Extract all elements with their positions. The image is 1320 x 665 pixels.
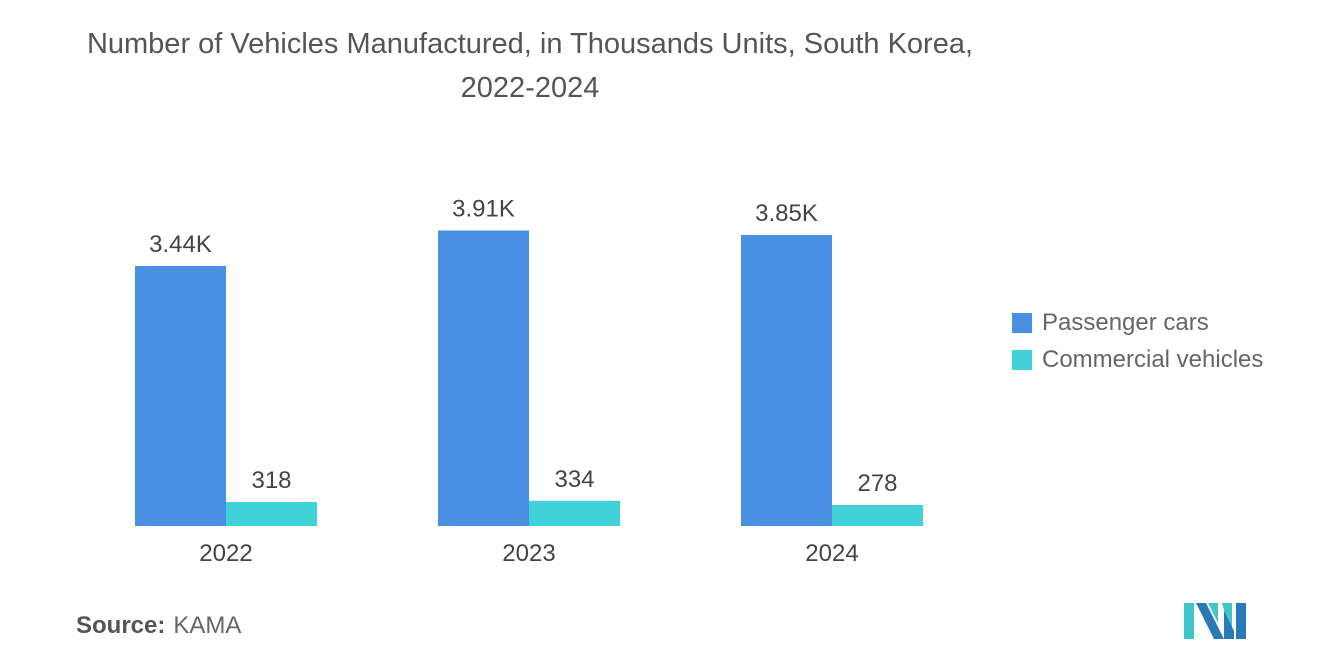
source-label: Source: (76, 612, 166, 639)
data-label: 3.85K (755, 200, 818, 227)
bar-passenger-2022 (135, 266, 226, 526)
legend-item-commercial[interactable]: Commercial vehicles (1012, 341, 1263, 378)
bar-commercial-2024 (832, 504, 923, 526)
legend-item-passenger[interactable]: Passenger cars (1012, 304, 1263, 341)
x-tick-label: 2022 (199, 540, 252, 567)
bar-passenger-2023 (438, 230, 529, 526)
data-label: 278 (857, 470, 897, 497)
legend-swatch (1012, 312, 1032, 333)
legend-label: Commercial vehicles (1042, 345, 1264, 373)
source: Source: KAMA (76, 612, 241, 640)
legend-swatch (1012, 349, 1032, 370)
mordor-logo (1184, 603, 1246, 639)
bar-commercial-2023 (529, 500, 620, 526)
data-label: 318 (251, 467, 291, 494)
bar-passenger-2024 (741, 235, 832, 526)
legend-label: Passenger cars (1042, 308, 1209, 336)
data-label: 3.44K (149, 231, 212, 258)
x-tick-label: 2023 (502, 540, 555, 567)
data-label: 334 (554, 466, 594, 493)
source-value: KAMA (173, 612, 242, 639)
chart-title: Number of Vehicles Manufactured, in Thou… (86, 28, 974, 104)
x-tick-label: 2024 (805, 540, 858, 567)
data-label: 3.91K (452, 195, 515, 222)
bar-commercial-2022 (226, 501, 317, 526)
legend: Passenger cars Commercial vehicles (1012, 304, 1263, 378)
